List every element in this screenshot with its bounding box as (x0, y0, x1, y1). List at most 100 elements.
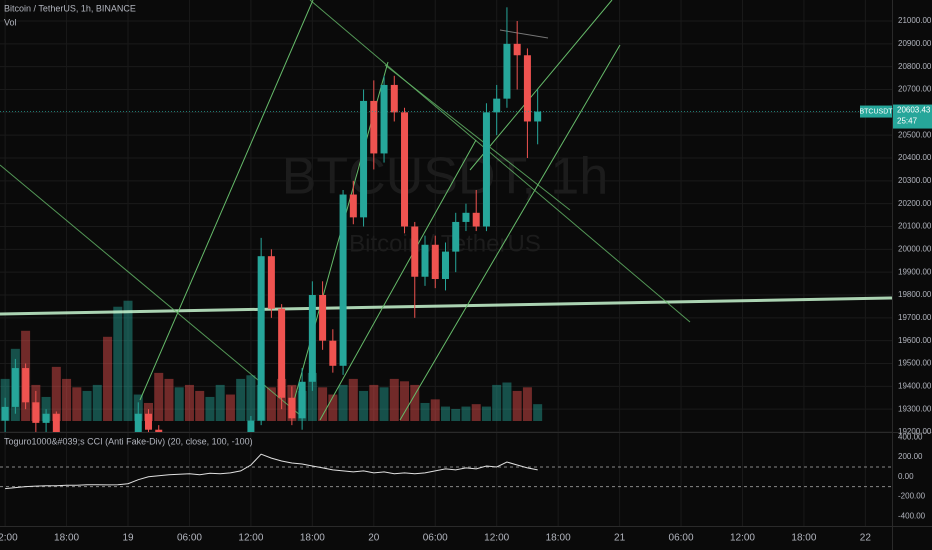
volume-bar (440, 406, 450, 421)
axes: 12:00 18:00 19 06:00 12:00 18:00 20 06:00 12:00 1… (0, 16, 932, 544)
volume-bar (318, 387, 328, 421)
candle-body (523, 55, 531, 122)
volume-bar (92, 384, 102, 421)
cci-tick-label: 400.00 (898, 433, 923, 442)
y-tick-label: 19500.00 (898, 359, 932, 368)
trend-line (0, 164, 301, 416)
y-tick-label: 20900.00 (898, 39, 932, 48)
x-tick-label: 06:00 (669, 533, 694, 544)
x-tick-label: 18:00 (300, 533, 325, 544)
volume-bar (82, 390, 92, 421)
volume-bar (420, 402, 430, 421)
candle-body (257, 256, 265, 421)
candles (0, 7, 892, 432)
y-tick-label: 19400.00 (898, 381, 932, 390)
volume-bar (113, 306, 123, 421)
volume-bar (154, 372, 164, 421)
y-tick-label: 20400.00 (898, 153, 932, 162)
candle-body (441, 251, 449, 280)
trend-line (499, 29, 549, 39)
trend-line (399, 44, 621, 421)
volume-bar (481, 406, 491, 421)
x-tick-label: 19 (122, 533, 134, 544)
x-tick-label: 06:00 (177, 533, 202, 544)
price-tag-symbol: BTCUSDT (859, 108, 893, 115)
cci-tick-label: -400.00 (898, 511, 926, 520)
volume-bar (205, 396, 215, 421)
volume-bar (522, 387, 532, 421)
volume-bar (379, 387, 389, 421)
volume-bar (41, 396, 51, 421)
volume-bar (123, 300, 133, 421)
cci-line (5, 453, 538, 490)
cci-pane (0, 453, 892, 490)
volume-bar (512, 390, 522, 421)
x-tick-label: 12:00 (0, 533, 18, 544)
cci-tick-label: 0.00 (898, 472, 914, 481)
cci-tick-label: -200.00 (898, 492, 926, 501)
volume-bar (174, 387, 184, 421)
candle-body (1, 406, 9, 421)
candle-body (339, 194, 347, 366)
candle-body (329, 340, 337, 366)
y-tick-label: 19700.00 (898, 313, 932, 322)
indicator-title: Toguro1000&#039;s CCI (Anti Fake-Div) (2… (4, 436, 253, 446)
y-tick-label: 20800.00 (898, 62, 932, 71)
y-tick-label: 20700.00 (898, 85, 932, 94)
volume-bar (307, 372, 317, 421)
candle-body (370, 100, 378, 154)
candle-body (390, 84, 398, 113)
volume-bar (348, 378, 358, 421)
volume-bar (236, 378, 246, 421)
candle-body (42, 413, 50, 423)
candle-body (452, 221, 460, 252)
volume-bar (430, 399, 440, 421)
y-tick-label: 19300.00 (898, 404, 932, 413)
x-tick-label: 20 (368, 533, 380, 544)
trend-line (0, 296, 892, 316)
candle-body (513, 43, 521, 56)
cci-tick-label: 200.00 (898, 452, 923, 461)
x-tick-label: 06:00 (423, 533, 448, 544)
x-tick-label: 12:00 (238, 533, 263, 544)
candle-body (52, 413, 60, 432)
trend-line (469, 0, 613, 171)
price-tag-symbol-box (860, 105, 892, 118)
y-tick-label: 19600.00 (898, 336, 932, 345)
candle-body (144, 413, 152, 430)
candle-body (493, 98, 501, 113)
x-tick-label: 12:00 (730, 533, 755, 544)
x-tick-label: 18:00 (54, 533, 79, 544)
trend-line (319, 139, 477, 421)
candle-body (308, 295, 316, 382)
volume-bar (533, 404, 543, 421)
candle-body (267, 256, 275, 309)
volume-bar (62, 378, 72, 421)
symbol-title: Bitcoin / TetherUS, 1h, BINANCE (4, 3, 136, 13)
candle-body (247, 420, 255, 432)
x-tick-label: 12:00 (484, 533, 509, 544)
volume-bar (164, 378, 174, 421)
candle-body (534, 111, 542, 122)
volume-bar (215, 384, 225, 421)
volume-bar (492, 384, 502, 421)
y-tick-label: 21000.00 (898, 16, 932, 25)
trend-line (309, 0, 691, 323)
trend-line (139, 0, 314, 401)
volume-bar (451, 408, 461, 421)
y-tick-label: 19900.00 (898, 267, 932, 276)
candle-body (431, 244, 439, 280)
y-tick-label: 19200.00 (898, 427, 932, 436)
candle-body (360, 100, 368, 218)
volume-bar (195, 390, 205, 421)
watermark-symbol: BTCUSDT, 1h (282, 148, 609, 206)
candle-body (421, 244, 429, 277)
price-tag-box (893, 104, 932, 129)
candle-body (278, 308, 286, 398)
y-tick-label: 20300.00 (898, 176, 932, 185)
candle-body (472, 212, 480, 227)
volume-bar (338, 384, 348, 421)
volume-bar (471, 404, 481, 421)
candle-body (503, 43, 511, 99)
